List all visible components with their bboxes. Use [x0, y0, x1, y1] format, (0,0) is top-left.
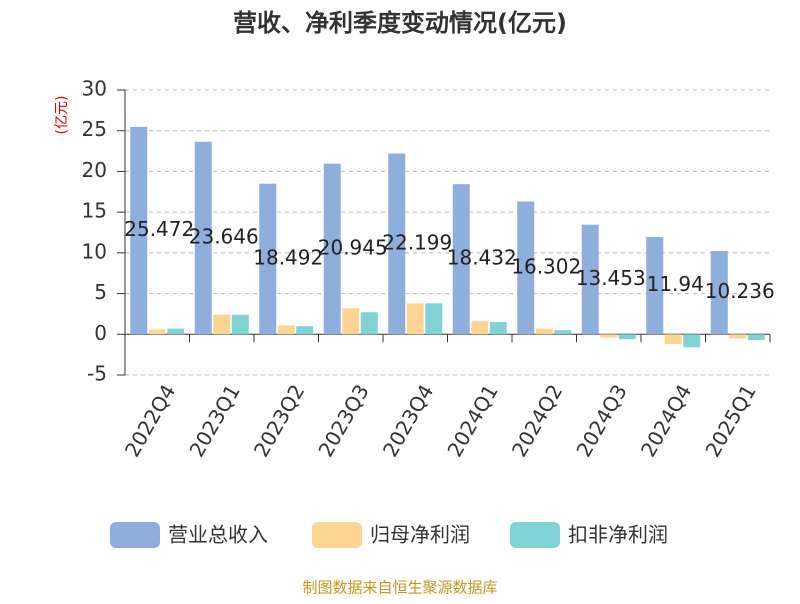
bar — [618, 334, 636, 340]
data-label: 23.646 — [189, 225, 259, 249]
data-label: 13.453 — [576, 266, 646, 290]
legend-label: 营业总收入 — [168, 523, 268, 547]
bar — [148, 329, 166, 335]
source-note: 制图数据来自恒生聚源数据库 — [302, 579, 497, 597]
x-tick-label: 2024Q2 — [507, 380, 567, 461]
data-label: 25.472 — [124, 217, 194, 241]
bar — [664, 334, 682, 345]
y-tick-label: 30 — [82, 77, 107, 101]
bar — [747, 334, 765, 340]
y-tick-label: 25 — [82, 117, 107, 141]
bar — [489, 322, 507, 335]
y-tick-label: 0 — [94, 321, 107, 345]
bar — [259, 183, 277, 335]
bar — [323, 163, 341, 335]
bar — [646, 237, 664, 335]
bar — [213, 314, 231, 335]
bar — [130, 126, 148, 335]
data-label: 22.199 — [382, 230, 452, 254]
y-tick-label: 15 — [82, 199, 107, 223]
y-tick-label: 20 — [82, 158, 107, 182]
x-tick-label: 2024Q4 — [636, 380, 696, 461]
bar — [360, 312, 378, 335]
bar — [194, 141, 212, 335]
data-label: 18.492 — [253, 245, 323, 269]
x-tick-label: 2023Q2 — [249, 380, 309, 461]
chart-title: 营收、净利季度变动情况(亿元) — [233, 9, 567, 37]
bar — [471, 321, 489, 335]
bar — [342, 308, 360, 335]
bar — [554, 330, 572, 335]
bar — [517, 201, 535, 335]
legend-swatch — [510, 522, 560, 548]
data-label: 20.945 — [318, 236, 388, 260]
y-axis-label: (亿元) — [54, 96, 70, 135]
x-tick-label: 2023Q3 — [313, 380, 373, 461]
bar — [710, 250, 728, 335]
data-label: 18.432 — [447, 246, 517, 270]
bar — [406, 303, 424, 335]
data-label: 11.94 — [647, 272, 704, 296]
bar — [296, 326, 314, 335]
bar — [535, 328, 553, 335]
bar — [167, 328, 185, 335]
data-label: 10.236 — [705, 279, 775, 303]
x-tick-label: 2023Q4 — [378, 380, 438, 461]
bar — [600, 334, 618, 338]
legend-swatch — [312, 522, 362, 548]
bar — [425, 303, 443, 335]
bar — [277, 325, 295, 335]
x-tick-label: 2024Q1 — [442, 380, 502, 461]
bar — [388, 153, 406, 335]
x-tick-label: 2024Q3 — [571, 380, 631, 461]
x-tick-label: 2023Q1 — [184, 380, 244, 461]
y-tick-label: -5 — [87, 362, 107, 386]
bar — [581, 224, 599, 335]
legend-swatch — [110, 522, 160, 548]
data-label: 16.302 — [511, 254, 581, 278]
bar — [729, 334, 747, 339]
bar — [452, 184, 470, 335]
bar — [683, 334, 701, 348]
y-tick-label: 10 — [82, 239, 107, 263]
legend-label: 归母净利润 — [370, 523, 470, 547]
legend-label: 扣非净利润 — [568, 523, 668, 547]
bar — [231, 314, 249, 335]
y-tick-label: 5 — [94, 280, 107, 304]
x-tick-label: 2022Q4 — [120, 380, 180, 461]
x-tick-label: 2025Q1 — [700, 380, 760, 461]
